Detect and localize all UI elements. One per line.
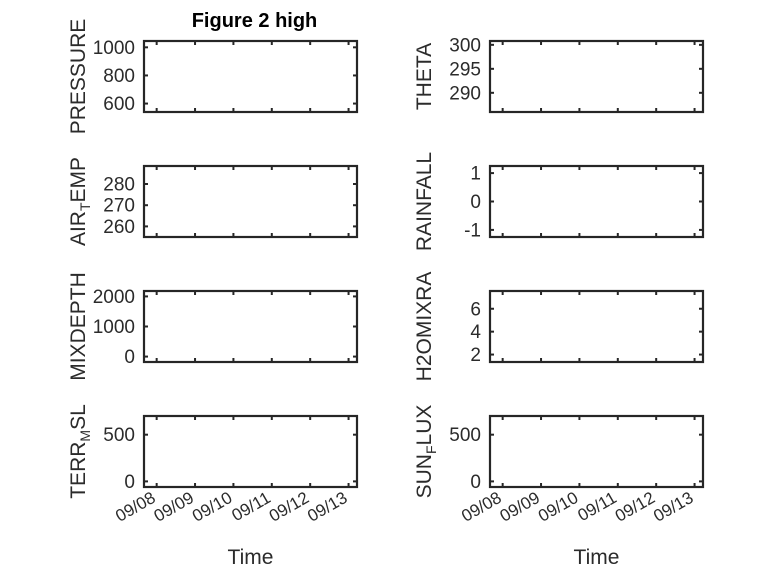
y-axis-label-h2o_mixra: H2OMIXRA	[413, 272, 436, 382]
y-tick-label: 2000	[93, 287, 135, 308]
data-point	[345, 0, 354, 5]
y-axis-label-air_temp: AIRTEMP	[67, 157, 93, 246]
y-tick-label: 1000	[93, 38, 135, 59]
panel-h2o_mixra: 246 H2OMIXRA	[413, 272, 704, 382]
y-axis-label-group-pressure: PRESSURE	[67, 19, 90, 135]
data-point	[344, 0, 353, 5]
plot-box-pressure	[144, 41, 357, 112]
y-tick-label: 4	[470, 322, 481, 343]
y-tick-label: -1	[464, 220, 481, 241]
data-point	[347, 0, 356, 5]
y-tick-label: 800	[103, 66, 135, 87]
y-axis-label-group-mixdepth: MIXDEPTH	[67, 272, 90, 381]
panel-terr_msl: 0500TERRMSL09/0809/0909/1009/1109/1209/1…	[67, 404, 357, 569]
y-axis-label-mixdepth: MIXDEPTH	[67, 272, 90, 381]
y-axis-label-group-air_temp: AIRTEMP	[67, 157, 93, 246]
y-tick-label: 2	[470, 345, 481, 366]
plot-box-mixdepth	[144, 291, 357, 362]
y-axis-label-theta: THETA	[413, 43, 436, 110]
y-axis-label-group-rainfall: RAINFALL	[413, 152, 436, 251]
y-axis-label-rainfall: RAINFALL	[413, 152, 436, 251]
panel-rainfall: -1 0 1 RAINFALL	[413, 152, 704, 251]
y-axis-label-pressure: PRESSURE	[67, 19, 90, 135]
y-tick-label: 280	[103, 175, 135, 196]
y-tick-label: 300	[449, 35, 481, 56]
plot-box-air_temp	[144, 166, 357, 237]
y-tick-label: 0	[470, 192, 481, 213]
y-axis-label-group-theta: THETA	[413, 43, 436, 110]
data-point	[346, 0, 355, 5]
y-tick-label: 260	[103, 217, 135, 238]
y-tick-label: 600	[103, 94, 135, 115]
figure-title: Figure 2 high	[192, 10, 318, 32]
plot-box-h2o_mixra	[490, 291, 703, 362]
y-axis-label-tail: EMP	[67, 157, 90, 203]
y-tick-label: 6	[470, 299, 481, 320]
plot-box-theta	[490, 41, 703, 112]
y-tick-label: 1	[470, 164, 481, 185]
y-tick-label: 0	[124, 347, 135, 368]
y-tick-label: 270	[103, 196, 135, 217]
y-tick-label: 295	[449, 59, 481, 80]
y-tick-label: 1000	[93, 317, 135, 338]
plot-box-rainfall	[490, 166, 703, 237]
data-point	[345, 0, 354, 5]
y-axis-label-group-h2o_mixra: H2OMIXRA	[413, 272, 436, 382]
panel-theta: 290 295 300 THETA	[413, 35, 704, 112]
y-axis-label-main: AIR	[67, 211, 90, 246]
data-point	[344, 0, 353, 5]
data-point	[345, 0, 354, 5]
data-point	[346, 0, 355, 5]
y-tick-label: 290	[449, 83, 481, 104]
